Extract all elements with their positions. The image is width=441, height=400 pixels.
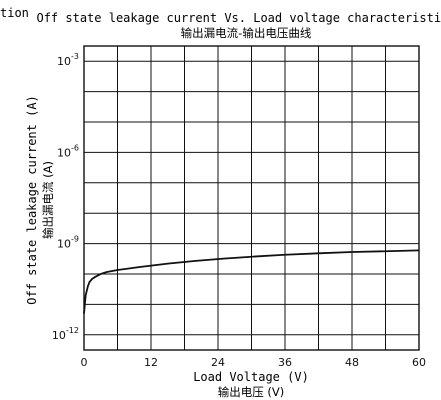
x-axis-label-cn: 输出电压 (V) — [218, 385, 285, 399]
x-axis-ticks: 0 12 24 36 48 60 — [81, 356, 427, 369]
x-tick-label: 60 — [412, 356, 426, 369]
leakage-current-line — [83, 249, 420, 314]
y-tick-label: 10-6 — [57, 143, 79, 159]
y-tick-label: 10-9 — [57, 235, 79, 251]
x-axis-label: Load Voltage (V) — [193, 370, 309, 384]
x-tick-label: 0 — [81, 356, 88, 369]
x-tick-label: 48 — [345, 356, 359, 369]
plot-grid — [83, 46, 420, 350]
y-axis-label-cn: 输出漏电流 (A) — [41, 161, 55, 239]
y-axis-ticks: 10-3 10-6 10-9 10-12 — [52, 52, 79, 342]
y-tick-label: 10-3 — [57, 52, 79, 68]
y-axis-label: Off state leakage current (A) — [25, 95, 39, 305]
x-tick-label: 36 — [278, 356, 292, 369]
chart-title: Off state leakage current Vs. Load volta… — [36, 11, 441, 25]
x-tick-label: 12 — [144, 356, 158, 369]
x-tick-label: 24 — [211, 356, 225, 369]
plot-frame — [83, 45, 420, 351]
chart-subtitle: 输出漏电流-输出电压曲线 — [181, 26, 312, 40]
corner-label: tion — [0, 6, 29, 20]
y-tick-label: 10-12 — [52, 326, 79, 342]
